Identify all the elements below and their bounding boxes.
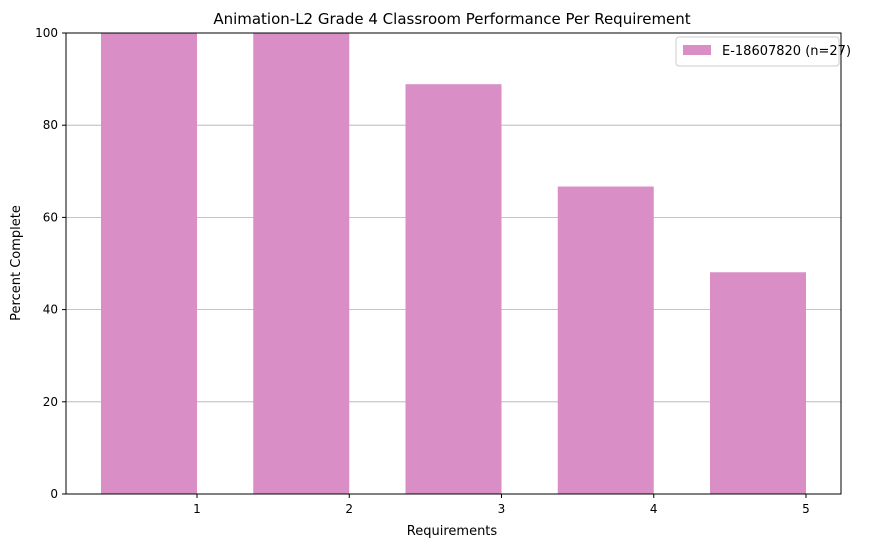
legend-swatch [683,45,711,55]
axes [65,32,842,495]
x-tick-label: 3 [498,502,506,516]
bar [405,84,502,495]
x-tick-label: 4 [650,502,658,516]
x-tick-label: 2 [345,502,353,516]
x-tick-label: 5 [802,502,810,516]
legend-label: E-18607820 (n=27) [722,44,851,59]
y-tick-label: 40 [43,303,58,317]
y-ticks: 0 20 40 60 80 100 [35,26,66,501]
chart-title: Animation-L2 Grade 4 Classroom Performan… [213,10,690,28]
legend-frame [675,36,840,67]
y-axis-label: Percent Complete [9,205,24,321]
x-ticks: 1 2 3 4 5 [193,494,810,516]
bar [710,272,806,494]
bar [101,33,197,494]
y-tick-label: 20 [43,395,58,409]
plot-frame [65,32,842,495]
bars [101,33,806,495]
x-axis-label: Requirements [407,524,498,539]
legend: E-18607820 (n=27) [675,36,851,67]
y-tick-label: 60 [43,210,58,224]
y-tick-label: 100 [35,26,58,40]
y-tick-label: 80 [43,118,58,132]
x-tick-label: 1 [193,502,201,516]
y-tick-label: 0 [50,487,58,501]
bar [253,33,350,494]
bar [557,186,654,494]
